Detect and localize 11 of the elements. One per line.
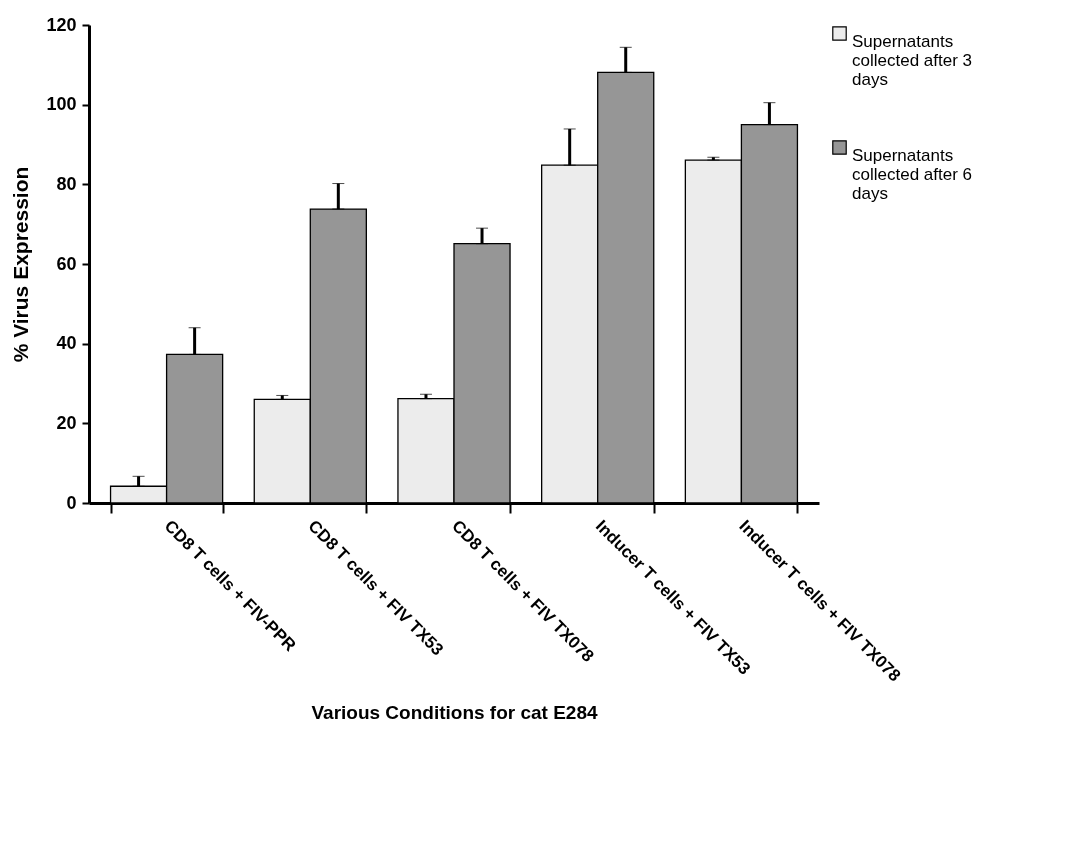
y-tick-label: 20 — [56, 412, 77, 433]
y-axis-title: % Virus Expression — [9, 166, 33, 363]
legend-label: Supernatants collected after 3 days — [852, 31, 973, 89]
y-tick-label: 60 — [56, 253, 77, 274]
legend-label: Supernatants collected after 6 days — [852, 145, 973, 203]
y-tick-label: 40 — [56, 333, 77, 354]
y-tick-label: 80 — [56, 173, 77, 194]
y-tick-label: 120 — [46, 14, 77, 35]
y-tick-label: 0 — [66, 492, 77, 513]
x-axis-title: Various Conditions for cat E284 — [311, 702, 598, 724]
y-tick-label: 100 — [46, 94, 77, 115]
